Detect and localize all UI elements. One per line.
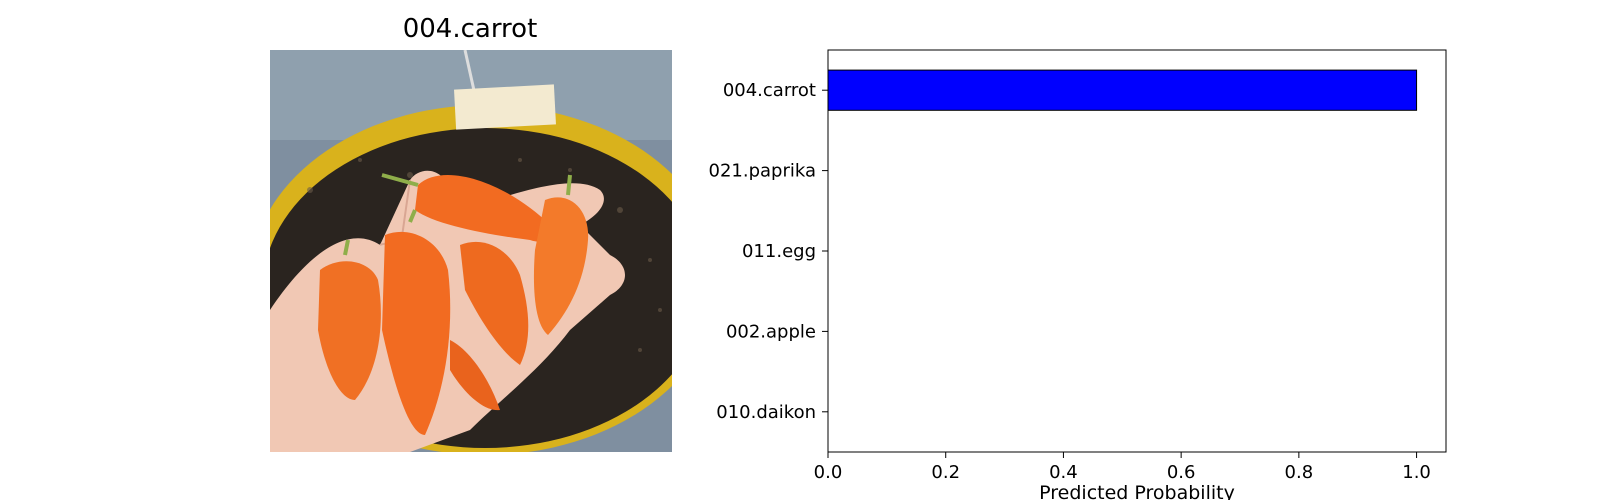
x-tick-label: 0.6 <box>1167 462 1196 483</box>
image-title: 004.carrot <box>402 14 538 44</box>
carrot-3 <box>382 231 451 435</box>
x-tick-label: 0.8 <box>1285 462 1314 483</box>
x-tick-label: 0.0 <box>814 462 843 483</box>
bar-004-carrot <box>827 69 1418 111</box>
carrot-stems <box>343 173 572 256</box>
x-tick-label: 1.0 <box>1402 462 1431 483</box>
plant-label <box>454 84 556 130</box>
x-axis-label: Predicted Probability <box>1039 482 1235 500</box>
plant-label-stick <box>463 50 477 96</box>
carrots <box>318 174 589 435</box>
carrot-2 <box>318 261 381 400</box>
y-tick-label: 002.apple <box>726 321 816 342</box>
carrot-5 <box>533 197 589 335</box>
carrot-6 <box>450 340 500 411</box>
y-tick-label: 004.carrot <box>723 80 816 101</box>
x-tick-label: 0.4 <box>1049 462 1078 483</box>
x-tick-label: 0.2 <box>931 462 960 483</box>
y-tick-label: 011.egg <box>742 241 816 262</box>
y-tick-label: 021.paprika <box>709 161 817 182</box>
carrot-4 <box>460 241 529 365</box>
carrot-photo <box>270 50 672 452</box>
carrot-1 <box>415 174 554 242</box>
y-tick-label: 010.daikon <box>716 402 816 423</box>
